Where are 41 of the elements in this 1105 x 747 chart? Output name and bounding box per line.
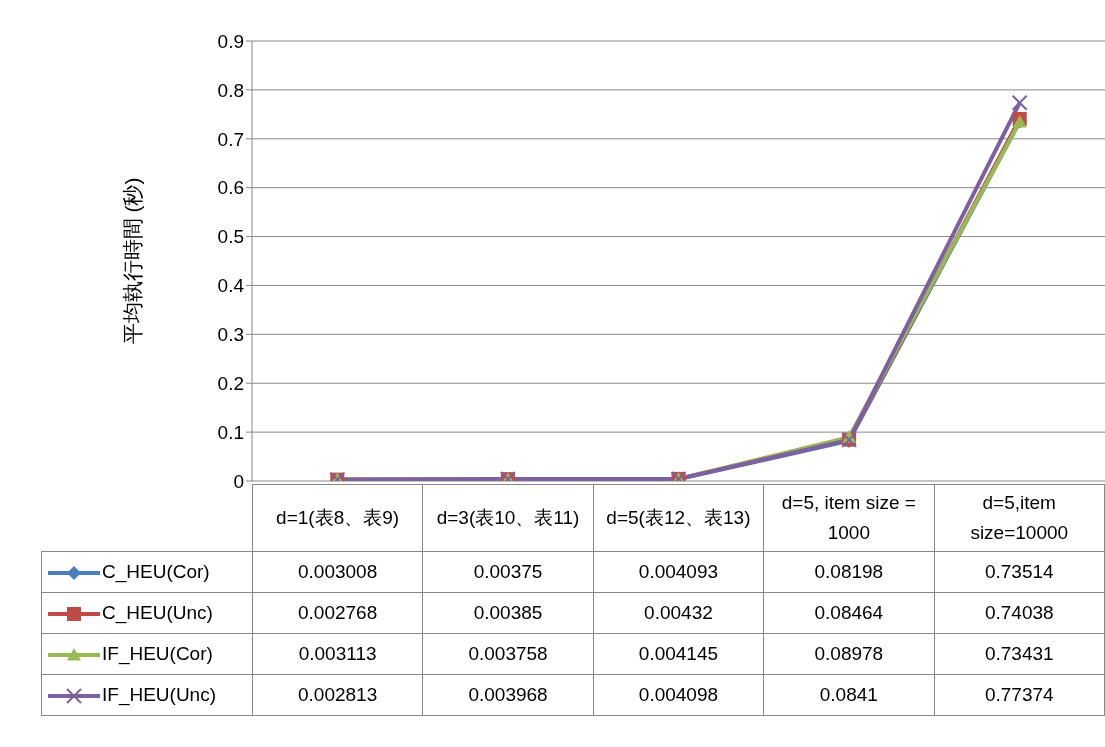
data-label: 0.003113 (252, 633, 423, 675)
data-label: 0.00432 (593, 592, 764, 634)
data-label: 0.73431 (934, 633, 1105, 675)
data-label: 0.77374 (934, 674, 1105, 716)
y-tick-label: 0.2 (217, 372, 244, 394)
y-tick-label: 0.5 (217, 226, 244, 248)
data-label: 0.08198 (763, 551, 935, 593)
data-label: 0.08464 (763, 592, 935, 634)
x-tick-label: d=3(表10、表11) (422, 484, 594, 552)
legend-label: C_HEU(Cor) (102, 561, 210, 582)
x-tick-label: d=5, item size = 1000 (763, 484, 935, 552)
x-tick-label: d=1(表8、表9) (252, 484, 423, 552)
data-label: 0.73514 (934, 551, 1105, 593)
data-label: 0.004145 (593, 633, 764, 675)
y-tick-label: 0.7 (217, 128, 244, 150)
data-label: 0.002768 (252, 592, 423, 634)
data-label: 0.08978 (763, 633, 935, 675)
data-label: 0.002813 (252, 674, 423, 716)
y-tick-label: 0 (233, 470, 244, 492)
data-label: 0.004098 (593, 674, 764, 716)
data-label: 0.004093 (593, 551, 764, 593)
y-tick-label: 0.6 (217, 177, 244, 199)
data-label: 0.0841 (763, 674, 935, 716)
legend-label: C_HEU(Unc) (102, 602, 213, 623)
y-tick-label: 0.8 (217, 79, 244, 101)
data-label: 0.003968 (422, 674, 594, 716)
data-label: 0.003008 (252, 551, 423, 593)
data-label: 0.003758 (422, 633, 594, 675)
y-axis-title: 平均執行時間 (秒) (121, 177, 145, 345)
y-tick-label: 0.1 (217, 421, 244, 443)
x-tick-label: d=5(表12、表13) (593, 484, 764, 552)
data-label: 0.74038 (934, 592, 1105, 634)
legend-label: IF_HEU(Unc) (102, 684, 217, 705)
point (1011, 94, 1028, 111)
x-tick-label: d=5,item size=10000 (934, 484, 1105, 552)
legend-label: IF_HEU(Cor) (102, 643, 213, 664)
y-tick-label: 0.3 (217, 324, 244, 346)
y-tick-label: 0.9 (217, 30, 244, 52)
data-label: 0.00375 (422, 551, 594, 593)
y-tick-label: 0.4 (217, 275, 245, 297)
data-label: 0.00385 (422, 592, 594, 634)
